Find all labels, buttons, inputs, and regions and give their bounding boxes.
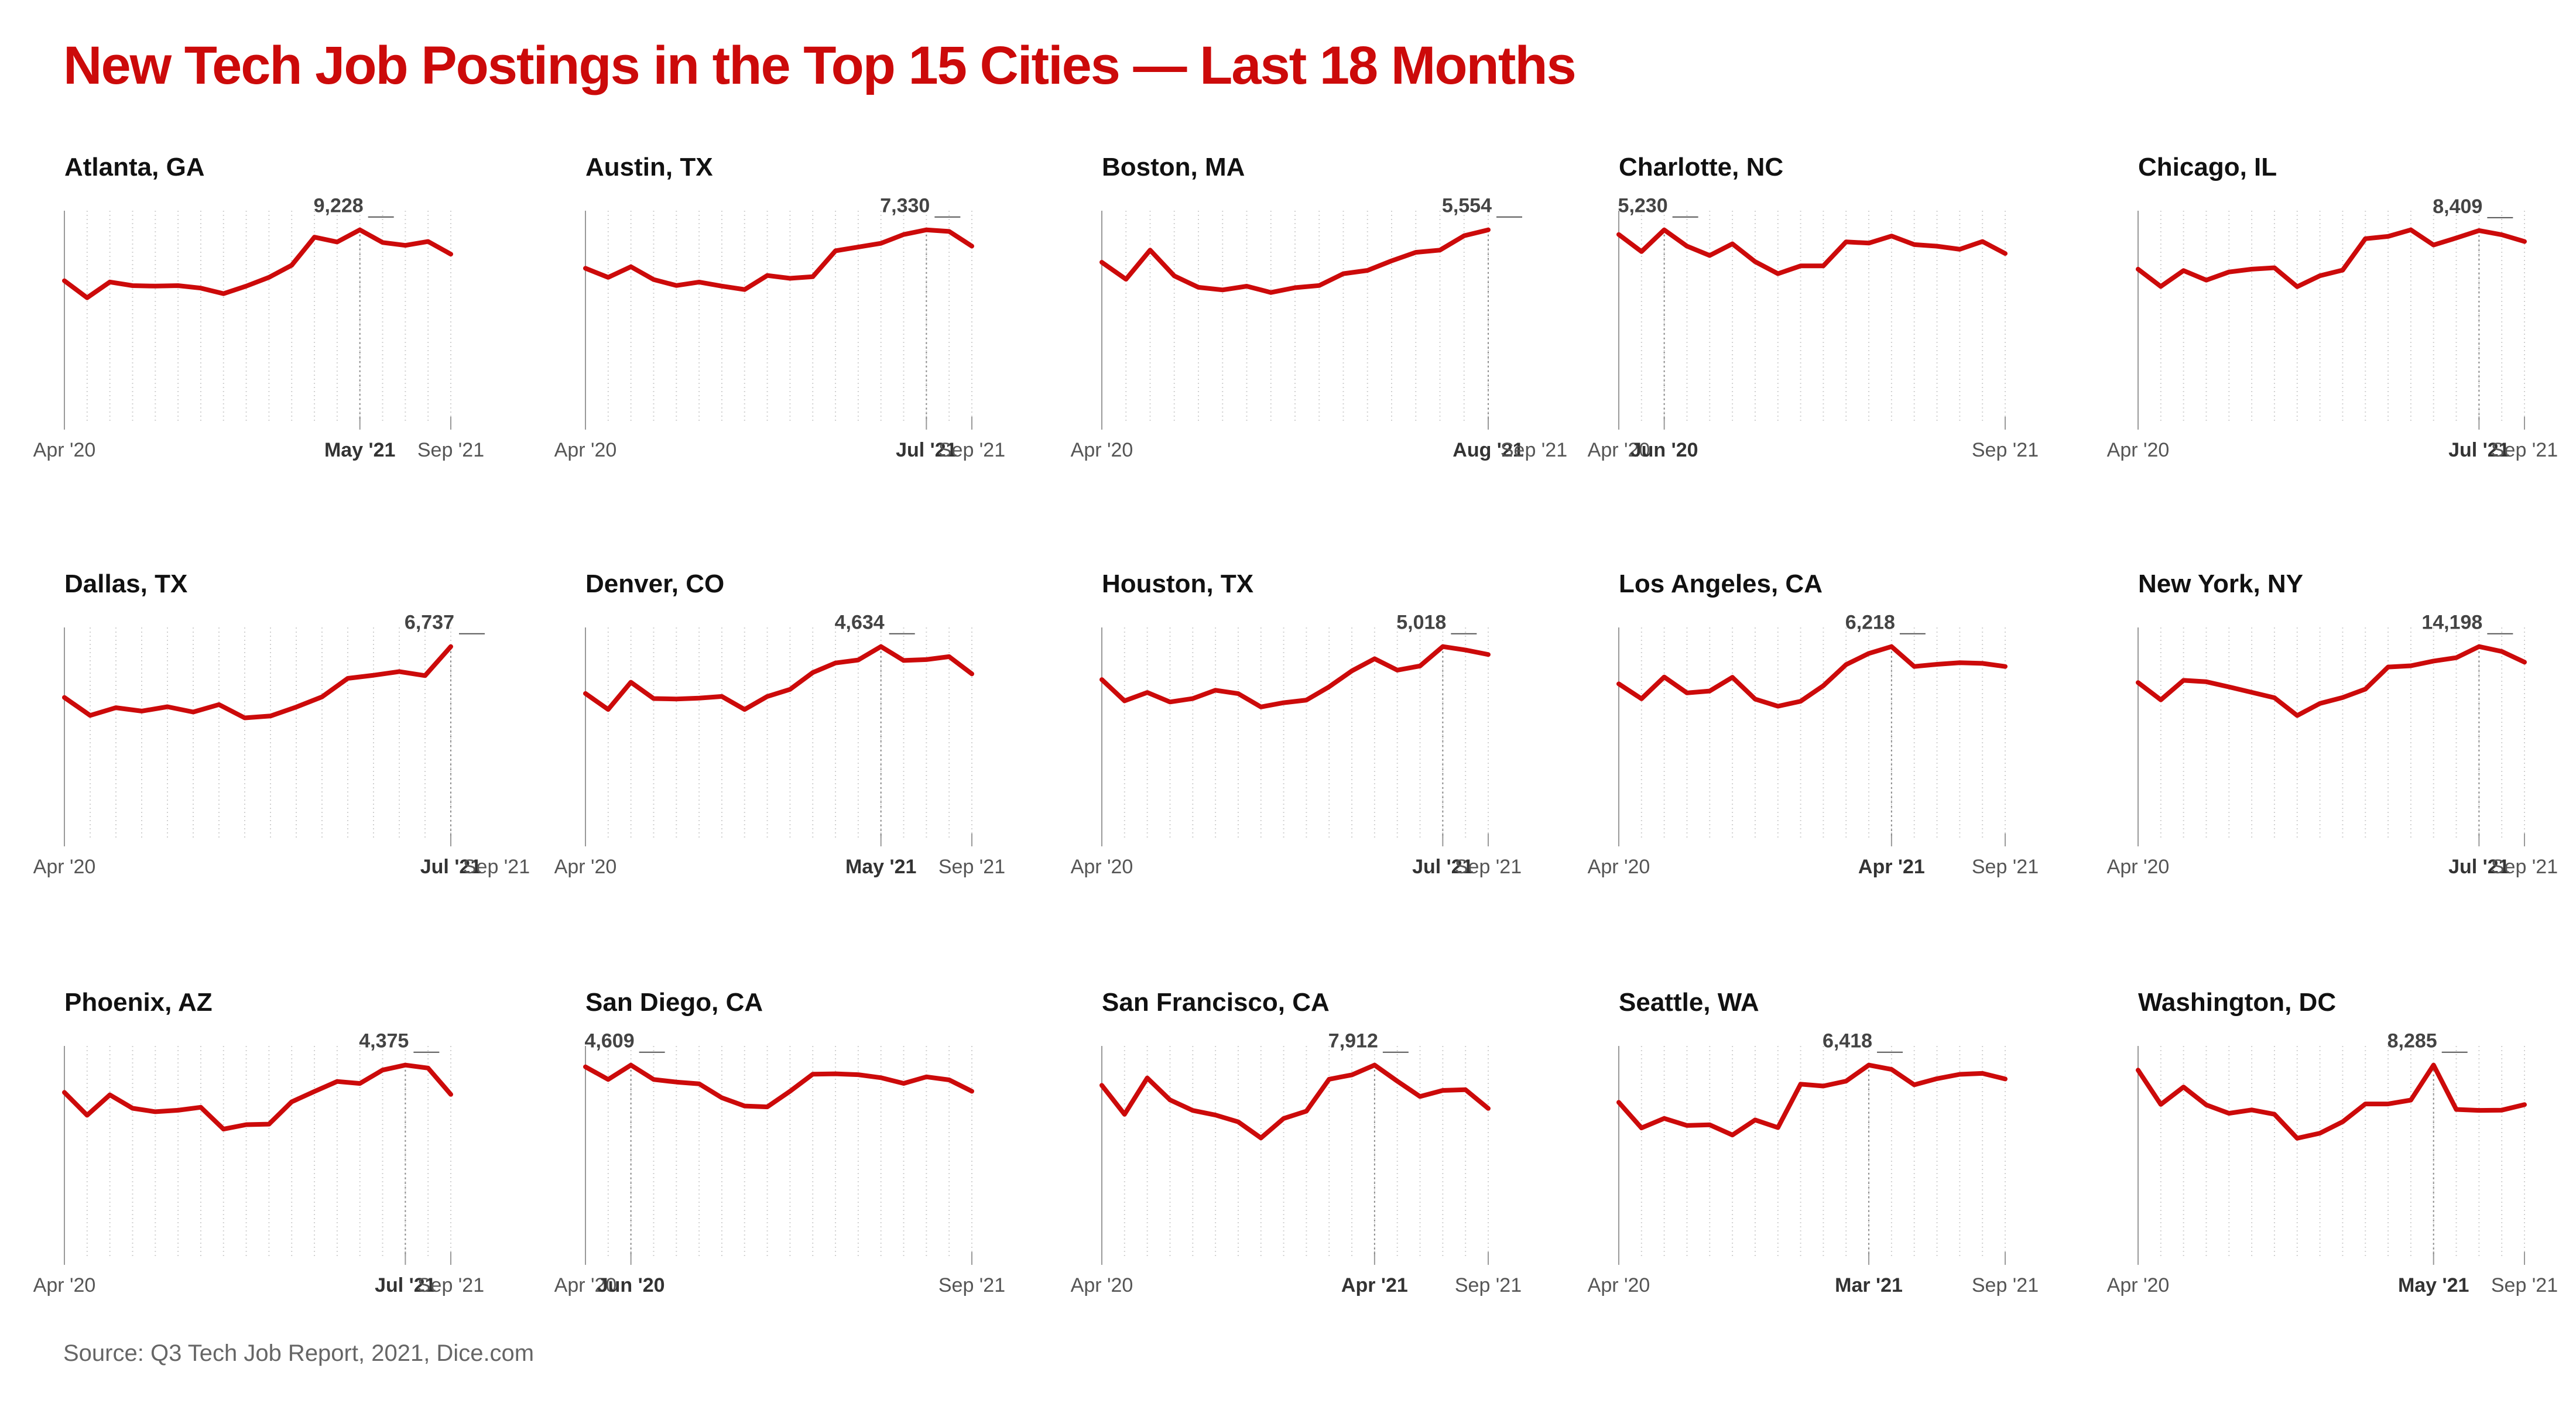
peak-value-label: 6,218 bbox=[1845, 612, 1895, 634]
peak-value-label: 9,228 bbox=[314, 195, 364, 217]
series-line bbox=[583, 227, 974, 292]
chart-title: Dallas, TX bbox=[64, 570, 187, 598]
x-tick-end: Sep '21 bbox=[2491, 856, 2558, 878]
x-tick-start: Apr '20 bbox=[33, 856, 96, 878]
x-tick-end: Sep '21 bbox=[938, 1274, 1005, 1296]
x-tick-peak: Jul '21 bbox=[2448, 856, 2509, 878]
x-tick-start: Apr '20 bbox=[33, 439, 96, 461]
x-tick-peak: Jun '20 bbox=[597, 1274, 665, 1296]
chart-title: Boston, MA bbox=[1102, 153, 1245, 181]
peak-value-label: 5,018 bbox=[1396, 612, 1446, 634]
chart-title: Los Angeles, CA bbox=[1619, 570, 1823, 598]
x-tick-peak: Apr '21 bbox=[1858, 856, 1925, 878]
x-tick-peak: May '21 bbox=[2398, 1274, 2469, 1296]
x-tick-peak: Jul '21 bbox=[2448, 439, 2509, 461]
peak-value-label: 8,409 bbox=[2433, 195, 2482, 218]
x-tick-start: Apr '20 bbox=[2107, 439, 2170, 461]
page-title: New Tech Job Postings in the Top 15 Citi… bbox=[63, 36, 1577, 95]
series-line bbox=[583, 644, 974, 712]
x-tick-end: Sep '21 bbox=[2491, 1274, 2558, 1296]
x-tick-start: Apr '20 bbox=[1588, 1274, 1650, 1296]
peak-value-label: 4,634 bbox=[835, 612, 885, 634]
series-line bbox=[2136, 227, 2527, 289]
x-tick-start: Apr '20 bbox=[1588, 856, 1650, 878]
x-tick-peak: May '21 bbox=[845, 856, 917, 878]
x-tick-start: Apr '20 bbox=[554, 856, 617, 878]
series-line bbox=[1099, 227, 1491, 295]
x-tick-peak: Jul '21 bbox=[896, 439, 957, 461]
series-line bbox=[1616, 227, 2008, 276]
series-line bbox=[62, 644, 453, 721]
chart-title: Phoenix, AZ bbox=[64, 988, 213, 1017]
x-tick-end: Sep '21 bbox=[1972, 1274, 2039, 1296]
x-tick-start: Apr '20 bbox=[2107, 856, 2170, 878]
x-tick-start: Apr '20 bbox=[2107, 1274, 2170, 1296]
x-tick-peak: Jul '21 bbox=[420, 856, 481, 878]
series-line bbox=[62, 227, 453, 300]
chart-title: Austin, TX bbox=[585, 153, 713, 181]
chart-title: Denver, CO bbox=[585, 570, 724, 598]
x-tick-end: Sep '21 bbox=[1501, 439, 1567, 461]
series-line bbox=[583, 1062, 974, 1110]
peak-value-label: 4,375 bbox=[359, 1030, 409, 1052]
series-line bbox=[2136, 644, 2527, 718]
series-line bbox=[1099, 644, 1491, 709]
x-tick-peak: May '21 bbox=[324, 439, 396, 461]
x-tick-start: Apr '20 bbox=[1588, 439, 1650, 461]
source-note: Source: Q3 Tech Job Report, 2021, Dice.c… bbox=[63, 1340, 535, 1366]
x-tick-start: Apr '20 bbox=[1071, 1274, 1133, 1296]
peak-value-label: 5,230 bbox=[1618, 195, 1668, 217]
peak-value-label: 8,285 bbox=[2387, 1030, 2437, 1052]
peak-value-label: 14,198 bbox=[2421, 612, 2482, 634]
x-tick-start: Apr '20 bbox=[1071, 856, 1133, 878]
peak-value-label: 7,330 bbox=[880, 195, 930, 217]
x-tick-start: Apr '20 bbox=[554, 1274, 617, 1296]
x-tick-start: Apr '20 bbox=[554, 439, 617, 461]
x-tick-peak: Apr '21 bbox=[1341, 1274, 1408, 1296]
x-tick-start: Apr '20 bbox=[33, 1274, 96, 1296]
series-line bbox=[1616, 644, 2008, 709]
series-line bbox=[2136, 1062, 2527, 1141]
x-tick-peak: Jul '21 bbox=[375, 1274, 436, 1296]
chart-title: San Diego, CA bbox=[585, 988, 763, 1017]
chart-title: Chicago, IL bbox=[2138, 153, 2277, 181]
chart-title: Washington, DC bbox=[2138, 988, 2336, 1017]
chart-title: Seattle, WA bbox=[1619, 988, 1759, 1017]
peak-value-label: 6,737 bbox=[405, 612, 454, 634]
chart-title: San Francisco, CA bbox=[1102, 988, 1330, 1017]
x-tick-end: Sep '21 bbox=[1972, 439, 2039, 461]
x-tick-start: Apr '20 bbox=[1071, 439, 1133, 461]
peak-value-label: 4,609 bbox=[585, 1030, 635, 1052]
x-tick-end: Sep '21 bbox=[417, 1274, 484, 1296]
series-line bbox=[62, 1062, 453, 1132]
chart-title: New York, NY bbox=[2138, 570, 2303, 598]
series-line bbox=[1616, 1062, 2008, 1138]
series-line bbox=[1099, 1062, 1491, 1141]
x-tick-end: Sep '21 bbox=[417, 439, 484, 461]
x-tick-peak: Jun '20 bbox=[1630, 439, 1698, 461]
chart-title: Charlotte, NC bbox=[1619, 153, 1783, 181]
peak-value-label: 6,418 bbox=[1823, 1030, 1872, 1052]
chart-title: Atlanta, GA bbox=[64, 153, 205, 181]
x-tick-end: Sep '21 bbox=[938, 439, 1005, 461]
x-tick-peak: Mar '21 bbox=[1835, 1274, 1903, 1296]
peak-value-label: 5,554 bbox=[1442, 195, 1492, 217]
x-tick-end: Sep '21 bbox=[938, 856, 1005, 878]
chart-title: Houston, TX bbox=[1102, 570, 1253, 598]
x-tick-end: Sep '21 bbox=[1455, 1274, 1522, 1296]
x-tick-end: Sep '21 bbox=[1455, 856, 1522, 878]
x-tick-end: Sep '21 bbox=[2491, 439, 2558, 461]
x-tick-end: Sep '21 bbox=[463, 856, 530, 878]
x-tick-end: Sep '21 bbox=[1972, 856, 2039, 878]
x-tick-peak: Jul '21 bbox=[1412, 856, 1473, 878]
peak-value-label: 7,912 bbox=[1328, 1030, 1378, 1052]
x-tick-peak: Aug '21 bbox=[1453, 439, 1523, 461]
